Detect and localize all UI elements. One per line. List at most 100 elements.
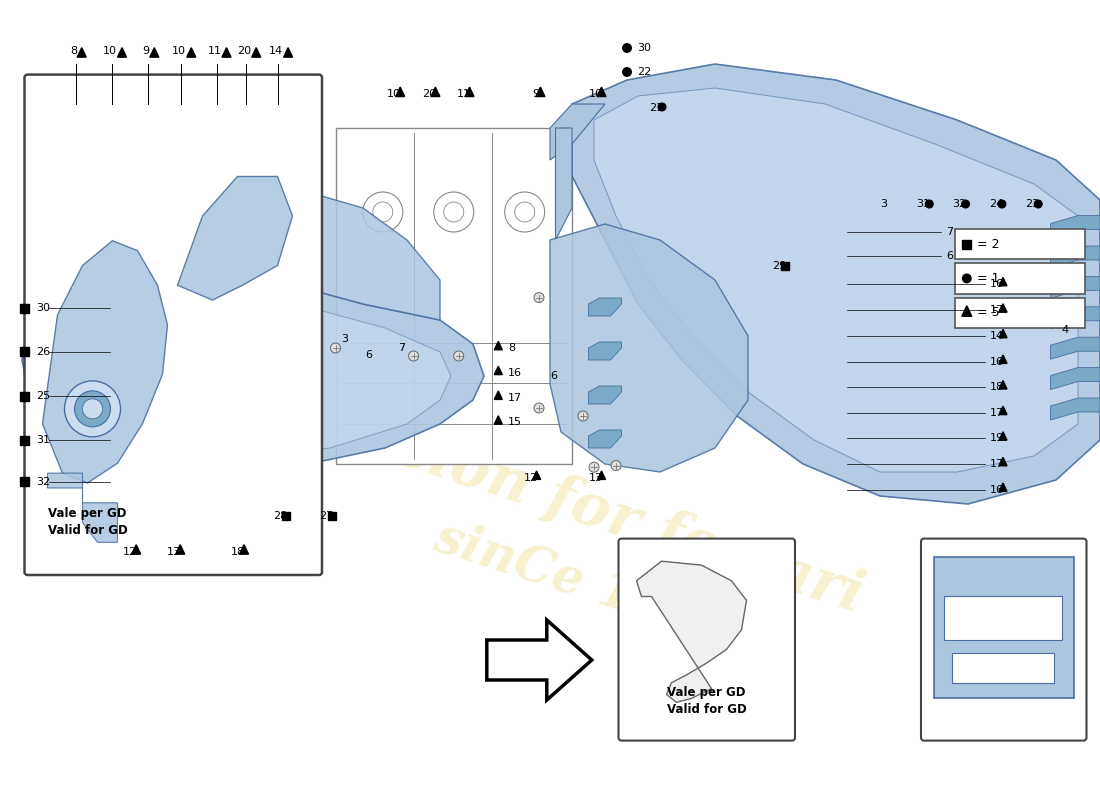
Text: 3: 3 bbox=[341, 334, 348, 344]
Text: 16: 16 bbox=[990, 279, 1004, 289]
Circle shape bbox=[961, 200, 969, 208]
Text: 16: 16 bbox=[990, 485, 1004, 494]
Polygon shape bbox=[999, 406, 1007, 414]
Polygon shape bbox=[1050, 215, 1100, 238]
Text: 4: 4 bbox=[1062, 325, 1068, 334]
Polygon shape bbox=[1050, 306, 1100, 329]
Circle shape bbox=[534, 293, 544, 302]
Polygon shape bbox=[536, 87, 544, 97]
Polygon shape bbox=[47, 473, 118, 542]
Bar bbox=[20, 435, 29, 445]
Bar bbox=[20, 477, 29, 486]
Text: 25: 25 bbox=[36, 391, 51, 401]
Polygon shape bbox=[594, 88, 1078, 472]
FancyBboxPatch shape bbox=[955, 298, 1085, 328]
Circle shape bbox=[925, 200, 933, 208]
Polygon shape bbox=[1050, 398, 1100, 420]
Circle shape bbox=[82, 399, 102, 419]
Circle shape bbox=[65, 381, 121, 437]
Text: 31: 31 bbox=[916, 199, 931, 209]
Polygon shape bbox=[118, 48, 127, 57]
Text: 30: 30 bbox=[637, 43, 651, 53]
Circle shape bbox=[623, 68, 631, 76]
Polygon shape bbox=[494, 366, 503, 374]
Polygon shape bbox=[252, 48, 261, 57]
Polygon shape bbox=[226, 387, 314, 434]
Bar bbox=[20, 303, 29, 313]
Polygon shape bbox=[597, 471, 605, 479]
Polygon shape bbox=[222, 48, 231, 57]
Polygon shape bbox=[999, 278, 1007, 286]
Text: 13: 13 bbox=[588, 473, 603, 482]
Circle shape bbox=[453, 351, 464, 361]
Circle shape bbox=[658, 103, 666, 111]
Polygon shape bbox=[150, 48, 158, 57]
Text: 20: 20 bbox=[238, 46, 251, 56]
Polygon shape bbox=[934, 558, 1074, 698]
Polygon shape bbox=[1050, 367, 1100, 390]
Polygon shape bbox=[961, 306, 971, 316]
Text: 31: 31 bbox=[36, 435, 51, 445]
Text: 21: 21 bbox=[649, 103, 663, 113]
Circle shape bbox=[998, 200, 1005, 208]
Text: 32: 32 bbox=[36, 477, 51, 486]
Text: 10: 10 bbox=[173, 46, 186, 56]
Polygon shape bbox=[494, 391, 503, 399]
Text: 22: 22 bbox=[637, 67, 651, 77]
Text: 12: 12 bbox=[123, 547, 138, 557]
Text: 15: 15 bbox=[508, 418, 522, 427]
Text: sinCe 1985: sinCe 1985 bbox=[427, 513, 739, 655]
Polygon shape bbox=[1050, 246, 1100, 268]
Text: = 2: = 2 bbox=[977, 238, 999, 250]
Polygon shape bbox=[1050, 338, 1100, 359]
Polygon shape bbox=[999, 355, 1007, 363]
Text: 12: 12 bbox=[524, 473, 538, 482]
Text: 9: 9 bbox=[532, 90, 539, 99]
Polygon shape bbox=[588, 430, 621, 448]
Circle shape bbox=[408, 351, 419, 361]
Text: 19: 19 bbox=[990, 434, 1004, 443]
Bar bbox=[328, 512, 337, 520]
Text: 9: 9 bbox=[143, 46, 150, 56]
Bar bbox=[781, 262, 790, 270]
FancyBboxPatch shape bbox=[618, 538, 795, 741]
Polygon shape bbox=[550, 224, 748, 472]
Polygon shape bbox=[494, 416, 503, 424]
Bar bbox=[282, 512, 290, 520]
Polygon shape bbox=[43, 241, 167, 483]
Bar bbox=[336, 128, 572, 464]
Text: 32: 32 bbox=[953, 199, 967, 209]
Polygon shape bbox=[532, 471, 540, 479]
Circle shape bbox=[962, 274, 971, 282]
Polygon shape bbox=[187, 48, 196, 57]
Polygon shape bbox=[999, 483, 1007, 491]
Text: Vale per GD
Valid for GD: Vale per GD Valid for GD bbox=[47, 507, 128, 537]
Bar bbox=[20, 391, 29, 401]
Circle shape bbox=[75, 391, 110, 427]
Polygon shape bbox=[597, 87, 606, 97]
Text: 10: 10 bbox=[588, 90, 603, 99]
Text: 7: 7 bbox=[946, 227, 953, 237]
Text: = 1: = 1 bbox=[977, 272, 999, 285]
Text: 6: 6 bbox=[550, 371, 557, 381]
Text: 17: 17 bbox=[990, 408, 1004, 418]
Circle shape bbox=[588, 462, 600, 472]
Circle shape bbox=[534, 403, 544, 413]
Polygon shape bbox=[396, 87, 405, 97]
Polygon shape bbox=[240, 545, 249, 554]
Polygon shape bbox=[637, 562, 747, 702]
Text: 17: 17 bbox=[508, 393, 522, 402]
Text: 29: 29 bbox=[772, 261, 786, 270]
Text: 30: 30 bbox=[36, 303, 51, 313]
Polygon shape bbox=[588, 386, 621, 404]
Polygon shape bbox=[218, 388, 306, 432]
Polygon shape bbox=[284, 48, 293, 57]
Text: 16: 16 bbox=[990, 357, 1004, 366]
FancyBboxPatch shape bbox=[24, 74, 322, 575]
Circle shape bbox=[610, 461, 621, 470]
Polygon shape bbox=[487, 620, 592, 700]
Text: 26: 26 bbox=[36, 347, 51, 357]
Text: 14: 14 bbox=[990, 331, 1004, 341]
Circle shape bbox=[578, 411, 588, 421]
Polygon shape bbox=[999, 432, 1007, 440]
